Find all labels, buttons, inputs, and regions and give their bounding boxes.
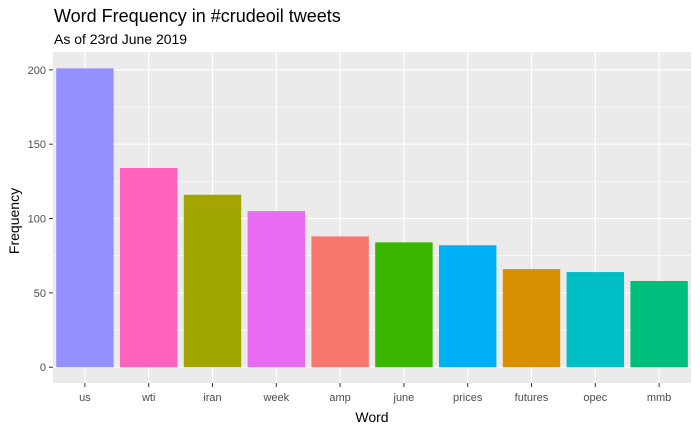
- bar-opec: [566, 272, 625, 368]
- x-tick-label: wti: [141, 392, 155, 404]
- x-tick-label: iran: [203, 392, 221, 404]
- y-tick-label: 150: [28, 139, 46, 151]
- bar-futures: [502, 269, 561, 368]
- y-axis-label: Frequency: [6, 188, 22, 254]
- y-tick-label: 50: [34, 288, 46, 300]
- x-tick-label: opec: [583, 392, 607, 404]
- x-tick-label: amp: [329, 392, 350, 404]
- x-tick-label: futures: [515, 392, 549, 404]
- x-tick-label: june: [393, 392, 415, 404]
- x-tick-label: mmb: [647, 392, 671, 404]
- bar-iran: [183, 194, 242, 368]
- bar-us: [56, 68, 114, 368]
- x-axis: us wti iran week amp june prices futures opec mmb: [79, 383, 671, 404]
- y-axis: 0 50 100 150 200: [28, 65, 53, 374]
- bar-amp: [311, 236, 369, 368]
- y-tick-label: 200: [28, 65, 46, 77]
- bar-week: [247, 211, 306, 368]
- x-tick-label: week: [262, 392, 289, 404]
- chart-subtitle: As of 23rd June 2019: [54, 31, 188, 47]
- bar-mmb: [630, 280, 688, 368]
- x-tick-label: us: [79, 392, 91, 404]
- chart-title: Word Frequency in #crudeoil tweets: [54, 6, 341, 26]
- bar-wti: [119, 167, 178, 368]
- bars: [56, 68, 688, 368]
- x-axis-label: Word: [355, 409, 388, 425]
- bar-prices: [438, 245, 497, 368]
- y-tick-label: 100: [28, 214, 46, 226]
- y-tick-label: 0: [40, 362, 46, 374]
- bar-june: [375, 242, 433, 368]
- x-tick-label: prices: [453, 392, 483, 404]
